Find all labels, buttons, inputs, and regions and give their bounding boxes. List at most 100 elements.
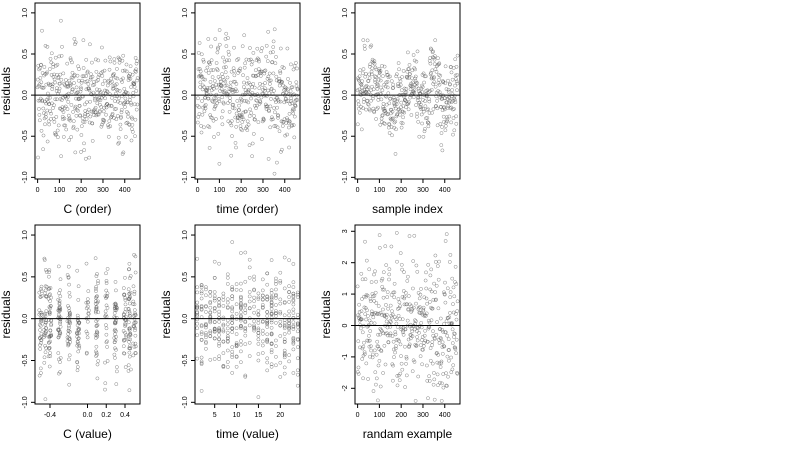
data-point (432, 57, 437, 62)
data-point (398, 109, 402, 113)
data-point (84, 261, 89, 266)
data-point (287, 258, 291, 263)
data-point (392, 290, 397, 295)
data-point (57, 371, 61, 376)
data-point (94, 329, 99, 334)
data-point (252, 114, 256, 118)
data-point (402, 296, 407, 301)
data-point (439, 143, 444, 147)
data-point (295, 292, 300, 297)
data-point (380, 287, 385, 292)
data-point (378, 78, 383, 83)
data-points (355, 38, 460, 156)
data-point (242, 65, 247, 70)
data-point (80, 78, 84, 83)
data-point (418, 305, 422, 309)
data-point (252, 319, 256, 324)
data-point (212, 296, 217, 301)
data-point (442, 106, 447, 110)
data-point (355, 284, 360, 289)
data-point (369, 280, 374, 284)
data-point (278, 319, 283, 324)
data-point (278, 334, 283, 338)
data-point (452, 331, 457, 336)
data-point (196, 67, 201, 71)
y-axis-title: residuals (319, 67, 333, 115)
data-point (219, 83, 224, 88)
data-point (100, 122, 104, 127)
y-tick-label: 0.0 (22, 314, 29, 324)
data-point (452, 128, 457, 133)
data-point (207, 125, 212, 130)
data-point (221, 304, 226, 308)
data-point (445, 333, 449, 338)
data-point (374, 301, 379, 305)
data-point (209, 44, 213, 49)
data-point (197, 105, 201, 110)
data-point (262, 69, 267, 73)
data-point (243, 342, 248, 346)
data-point (376, 332, 380, 337)
data-point (269, 303, 274, 307)
data-point (217, 161, 222, 166)
y-tick-label: -0.5 (182, 354, 189, 366)
data-point (428, 89, 432, 93)
data-point (438, 122, 443, 126)
data-point (220, 95, 225, 100)
data-point (406, 294, 411, 298)
data-point (123, 338, 127, 342)
data-point (115, 369, 119, 374)
data-point (103, 314, 108, 319)
data-point (95, 112, 100, 117)
data-point (227, 58, 232, 63)
data-point (205, 92, 209, 97)
data-point (269, 331, 274, 336)
data-point (212, 276, 217, 280)
data-point (58, 360, 62, 364)
data-point (368, 297, 373, 301)
data-point (94, 307, 99, 311)
data-point (41, 133, 46, 138)
y-tick-label: -1.0 (182, 171, 189, 183)
data-point (239, 281, 243, 286)
data-point (121, 286, 126, 290)
data-point (208, 301, 213, 305)
data-point (402, 302, 407, 307)
data-point (454, 114, 458, 119)
data-point (362, 352, 367, 356)
data-point (385, 290, 390, 294)
data-point (382, 312, 386, 317)
data-point (400, 267, 404, 272)
data-point (395, 98, 400, 103)
data-point (96, 75, 101, 79)
data-point (247, 354, 252, 358)
data-point (84, 74, 88, 78)
data-point (376, 344, 381, 349)
data-point (388, 303, 393, 308)
data-point (443, 128, 448, 133)
data-point (69, 82, 73, 87)
data-point (394, 114, 399, 119)
data-point (374, 279, 378, 284)
data-point (453, 57, 458, 62)
data-point (121, 53, 126, 58)
data-point (75, 90, 79, 95)
data-point (38, 347, 43, 351)
data-point (222, 89, 227, 93)
data-point (427, 99, 432, 104)
data-point (424, 296, 429, 301)
data-point (58, 319, 63, 324)
data-point (77, 320, 82, 325)
data-point (199, 330, 204, 335)
data-point (290, 101, 294, 106)
data-points (37, 252, 138, 402)
data-point (292, 64, 297, 68)
data-point (230, 294, 235, 299)
data-point (212, 100, 217, 104)
data-point (389, 125, 394, 129)
data-point (432, 397, 437, 402)
data-point (126, 306, 131, 311)
data-point (379, 85, 383, 90)
data-point (123, 322, 127, 326)
data-point (452, 107, 456, 111)
